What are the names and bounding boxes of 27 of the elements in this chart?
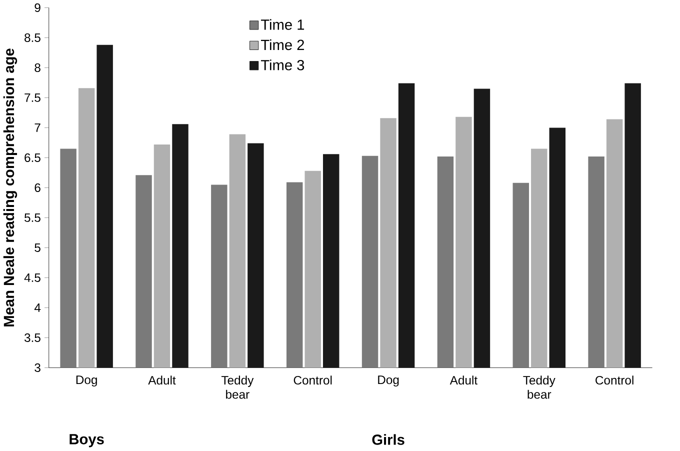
legend-label: Time 2	[260, 40, 304, 50]
text: Girls	[372, 434, 404, 446]
x-tick-label: Dog	[76, 376, 97, 387]
y-tick-label: 7.5	[24, 94, 40, 102]
y-tick-label: 4	[34, 304, 41, 312]
y-tick-label: 6	[34, 184, 40, 192]
legend-label: Time 3	[260, 60, 304, 70]
y-axis-title: Mean Neale reading comprehension age	[3, 48, 18, 327]
y-tick-label: 3	[34, 364, 40, 372]
y-tick-label: 5.5	[24, 214, 40, 222]
y-tick-label: 8	[34, 64, 40, 72]
x-tick-label: Teddy bear	[523, 376, 556, 399]
x-tick-label: Teddy bear	[221, 376, 254, 399]
x-tick-label: Control	[294, 376, 332, 385]
text: Boys	[70, 434, 104, 448]
x-tick-label: Adult	[450, 376, 478, 385]
y-tick-label: 5	[34, 244, 40, 252]
x-tick-label: Dog	[378, 376, 399, 387]
x-tick-label: Control	[596, 376, 634, 385]
legend-label: Time 1	[260, 19, 304, 30]
y-tick-label: 9	[34, 4, 40, 12]
y-tick-label: 8.5	[24, 34, 40, 42]
x-tick-label: Adult	[148, 376, 176, 385]
y-tick-label: 7	[34, 124, 40, 132]
y-tick-label: 4.5	[24, 274, 40, 282]
y-tick-label: 3.5	[24, 334, 40, 342]
y-tick-label: 6.5	[24, 154, 40, 162]
